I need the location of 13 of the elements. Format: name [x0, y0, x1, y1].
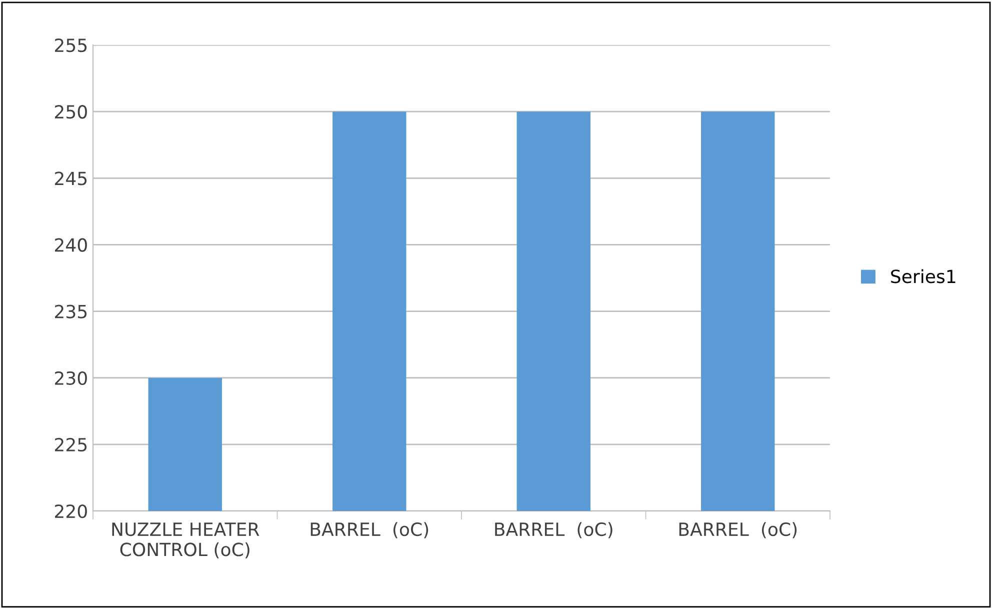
y-tick-label: 220 — [55, 504, 87, 518]
y-tick-label: 230 — [55, 371, 87, 385]
y-tick-label: 225 — [55, 438, 87, 452]
x-tick-label: BARREL (oC) — [310, 522, 428, 538]
y-tick-label: 235 — [55, 304, 87, 318]
x-tick-label: NUZZLE HEATER CONTROL (oC) — [112, 522, 260, 558]
y-tick-label: 250 — [55, 105, 87, 119]
x-tick-label: BARREL (oC) — [495, 522, 612, 538]
y-tick-label: 240 — [55, 238, 87, 252]
legend-label: Series1 — [891, 269, 956, 284]
x-tick-label: BARREL (oC) — [679, 522, 797, 538]
y-tick-label: 255 — [55, 38, 87, 52]
y-tick-label: 245 — [55, 172, 87, 186]
